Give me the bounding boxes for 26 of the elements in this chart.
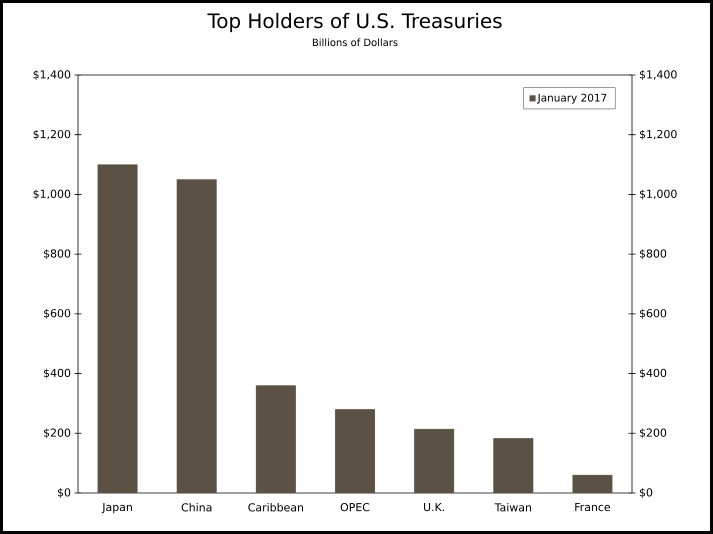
x-tick-label: OPEC (340, 503, 370, 512)
chart-title: Top Holders of U.S. Treasuries (207, 12, 502, 32)
x-tick-label: Caribbean (248, 503, 304, 512)
y-tick-label: $600 (44, 308, 70, 319)
y-tick-label: $800 (44, 249, 70, 260)
y-tick-label: $0 (58, 488, 70, 498)
y-tick-label: $1,400 (34, 70, 70, 80)
y2-tick-label: $1,200 (640, 130, 677, 140)
y2-tick-label: $1,000 (640, 189, 677, 200)
y2-tick-label: $600 (640, 308, 666, 319)
y2-tick-label: $400 (640, 368, 666, 379)
y2-tick-label: $0 (640, 488, 652, 498)
x-tick-label: France (575, 503, 610, 512)
chart-subtitle: Billions of Dollars (312, 38, 398, 46)
x-tick-label: China (182, 503, 212, 512)
y2-tick-label: $1,400 (640, 70, 677, 80)
y-tick-label: $1,200 (34, 130, 70, 140)
x-tick-label: Taiwan (494, 503, 532, 512)
y2-tick-label: $800 (640, 249, 666, 260)
legend-label: January 2017 (537, 94, 606, 104)
x-tick-label: Japan (102, 503, 132, 514)
y-tick-label: $400 (44, 368, 70, 379)
y-tick-label: $200 (44, 428, 70, 438)
y2-tick-label: $200 (640, 428, 666, 438)
x-tick-label: U.K. (424, 503, 444, 512)
y-tick-label: $1,000 (34, 189, 70, 200)
